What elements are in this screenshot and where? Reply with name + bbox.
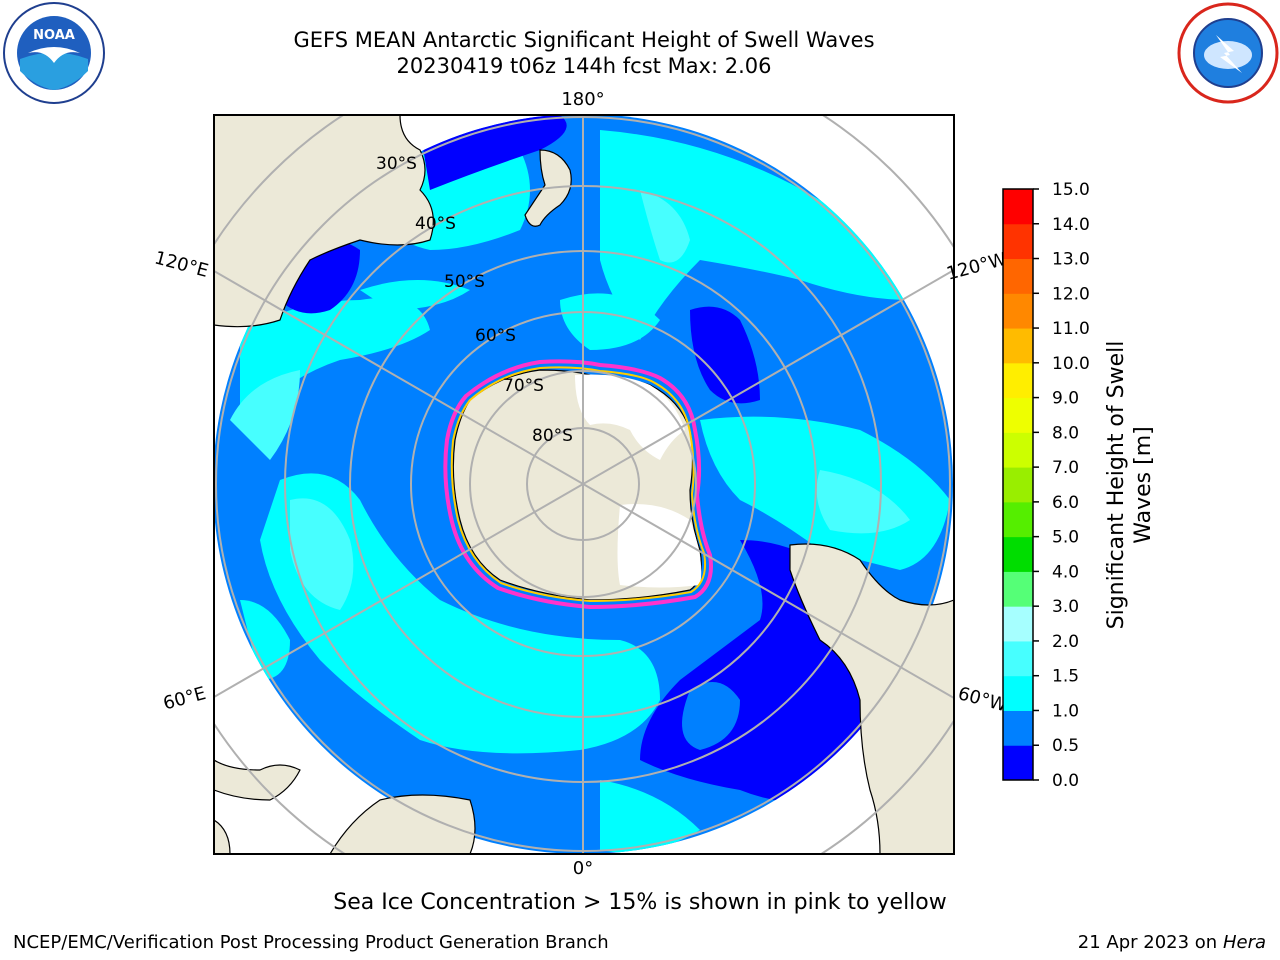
sea-ice-note: Sea Ice Concentration > 15% is shown in … <box>333 890 947 915</box>
colorbar-segment <box>1003 536 1033 572</box>
lat-label-80s: 80°S <box>532 426 573 446</box>
lat-label-30s: 30°S <box>376 154 417 174</box>
colorbar-label-line2: Waves [m] <box>1131 426 1156 543</box>
colorbar-segment <box>1003 397 1033 433</box>
colorbar-tick-label: 11.0 <box>1052 319 1090 339</box>
colorbar-frame <box>1002 188 1034 781</box>
colorbar-segment <box>1003 675 1033 711</box>
colorbar-tick-label: 8.0 <box>1052 423 1079 443</box>
colorbar-segment <box>1003 501 1033 538</box>
chart-subtitle: 20230419 t06z 144h fcst Max: 2.06 <box>396 54 772 78</box>
colorbar-tick-label: 10.0 <box>1052 354 1090 374</box>
colorbar-tick-label: 12.0 <box>1052 284 1090 304</box>
colorbar-segment <box>1003 467 1033 503</box>
lon-label-180: 180° <box>561 89 604 110</box>
colorbar-segment <box>1003 293 1033 329</box>
colorbar-tick-label: 9.0 <box>1052 389 1079 409</box>
ross-ice-shelf <box>575 374 685 460</box>
colorbar-tick-label: 7.0 <box>1052 458 1079 478</box>
lon-label-0: 0° <box>573 858 593 879</box>
colorbar-tick-label: 15.0 <box>1052 180 1090 200</box>
colorbar-segment <box>1003 710 1033 746</box>
chart-title: GEFS MEAN Antarctic Significant Height o… <box>293 28 875 52</box>
colorbar-segment <box>1003 640 1033 677</box>
run-date: 21 Apr 2023 on <box>1077 932 1223 953</box>
lat-label-60s: 60°S <box>475 326 516 346</box>
ice-shelves <box>575 374 702 588</box>
colorbar-ticks: 0.0 0.5 1.0 1.5 2.0 3.0 4.0 5.0 6.0 7.0 8.0 9.0 10.0… <box>1033 180 1090 791</box>
lat-label-70s: 70°S <box>503 376 544 396</box>
noaa-logo-icon: NOAA <box>3 2 105 104</box>
colorbar-tick-label: 0.5 <box>1052 736 1079 756</box>
map-area <box>214 115 954 854</box>
colorbar-segment <box>1003 362 1033 399</box>
lon-label-60e: 60°E <box>161 683 208 714</box>
meridian-60e-120w <box>214 269 954 698</box>
svg-text:NOAA: NOAA <box>33 28 75 43</box>
colorbar-segment <box>1003 432 1033 468</box>
colorbar-tick-label: 1.0 <box>1052 701 1079 721</box>
colorbar-tick-label: 1.5 <box>1052 667 1079 687</box>
lon-label-60w: 60°W <box>956 683 1010 716</box>
lon-label-120e: 120°E <box>152 247 210 281</box>
colorbar-tick-label: 5.0 <box>1052 528 1079 548</box>
lat-label-40s: 40°S <box>415 214 456 234</box>
colorbar-segment <box>1003 745 1033 781</box>
colorbar-tick-label: 2.0 <box>1052 632 1079 652</box>
colorbar-segment <box>1003 606 1033 642</box>
colorbar-segment <box>1003 328 1033 364</box>
latitude-labels: 30°S 40°S 50°S 60°S 70°S 80°S <box>376 154 573 446</box>
machine-name: Hera <box>1222 932 1266 953</box>
colorbar-label-line1: Significant Height of Swell <box>1104 341 1129 630</box>
africa-landmass <box>329 794 476 854</box>
colorbar-tick-label: 6.0 <box>1052 493 1079 513</box>
sea-ice-edge <box>443 359 713 610</box>
run-date-credit: 21 Apr 2023 on Hera <box>1078 932 1266 954</box>
colorbar-segment <box>1003 258 1033 294</box>
colorbar-segment <box>1003 571 1033 607</box>
lat-label-50s: 50°S <box>444 272 485 292</box>
colorbar-tick-label: 13.0 <box>1052 250 1090 270</box>
colorbar-segment <box>1003 189 1033 225</box>
nws-logo-icon <box>1177 2 1279 104</box>
colorbar-segment <box>1003 223 1033 260</box>
producer-credit: NCEP/EMC/Verification Post Processing Pr… <box>13 932 609 953</box>
colorbar-tick-label: 0.0 <box>1052 771 1079 791</box>
graticule <box>214 115 954 854</box>
colorbar-tick-label: 3.0 <box>1052 597 1079 617</box>
colorbar: 0.0 0.5 1.0 1.5 2.0 3.0 4.0 5.0 6.0 7.0 8.0 9.0 10.0… <box>1002 180 1156 791</box>
colorbar-tick-label: 14.0 <box>1052 215 1090 235</box>
ronne-ice-shelf <box>617 504 702 588</box>
australia-landmass <box>214 115 434 328</box>
map-frame <box>213 114 955 855</box>
colorbar-tick-label: 4.0 <box>1052 562 1079 582</box>
colorbar-segments <box>1003 189 1033 781</box>
